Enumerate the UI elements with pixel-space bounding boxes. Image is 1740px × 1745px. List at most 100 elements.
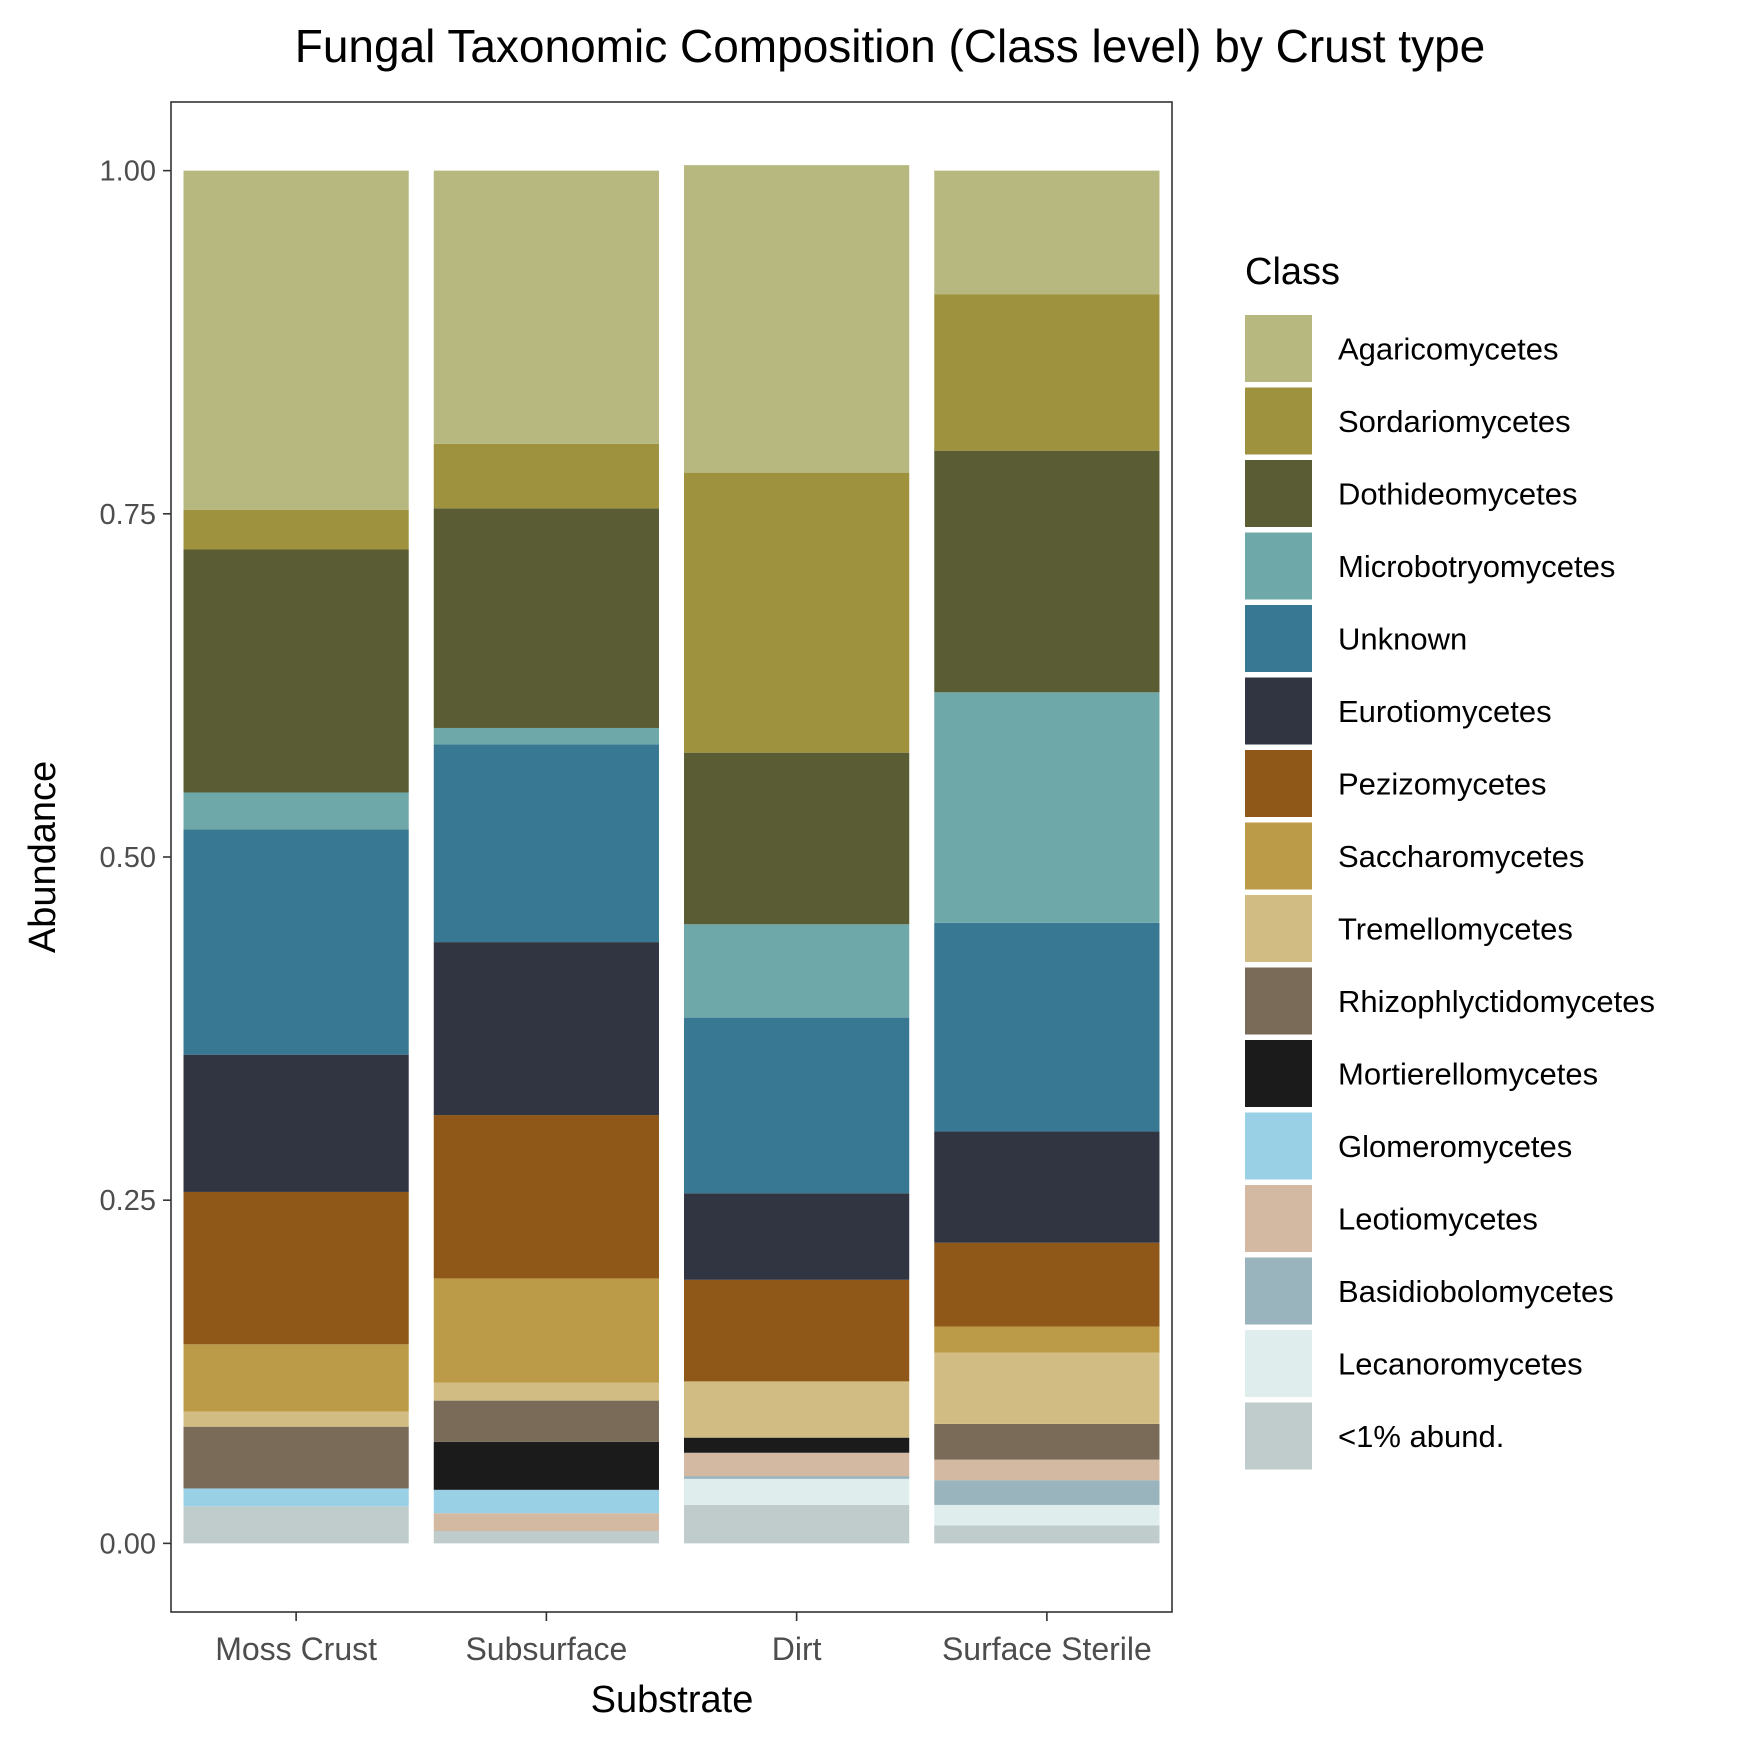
bar-stack-moss-crust bbox=[183, 170, 409, 1544]
bar-segment-agaricomycetes bbox=[934, 170, 1160, 295]
legend-label: Lecanoromycetes bbox=[1338, 1347, 1583, 1382]
legend-label: Leotiomycetes bbox=[1338, 1202, 1538, 1237]
legend-label: Rhizophlyctidomycetes bbox=[1338, 984, 1655, 1019]
y-tick-label: 0.25 bbox=[100, 1185, 156, 1217]
legend-item: Agaricomycetes bbox=[1245, 315, 1559, 382]
legend-label: Unknown bbox=[1338, 622, 1467, 657]
bar-segment--1-abund- bbox=[934, 1525, 1160, 1544]
bar-segment-dothideomycetes bbox=[934, 450, 1160, 693]
bar-stack-surface-sterile bbox=[934, 170, 1160, 1544]
bar-segment-dothideomycetes bbox=[183, 549, 409, 793]
bar-segment-leotiomycetes bbox=[433, 1513, 659, 1532]
legend-swatch bbox=[1245, 822, 1312, 890]
x-tick-label: Subsurface bbox=[465, 1631, 627, 1667]
bar-segment-saccharomycetes bbox=[934, 1326, 1160, 1353]
y-tick-label: 0.50 bbox=[100, 842, 156, 874]
bar-segment-lecanoromycetes bbox=[934, 1504, 1160, 1526]
bar-segment-eurotiomycetes bbox=[684, 1193, 910, 1280]
bar-segment-unknown bbox=[433, 744, 659, 943]
bar-segment-microbotryomycetes bbox=[433, 727, 659, 745]
bar-segment-saccharomycetes bbox=[183, 1344, 409, 1412]
legend-label: Dothideomycetes bbox=[1338, 477, 1578, 512]
legend-swatch bbox=[1245, 387, 1312, 455]
legend-swatch bbox=[1245, 750, 1312, 817]
bar-segment-dothideomycetes bbox=[684, 752, 910, 925]
legend-swatch bbox=[1245, 1040, 1312, 1107]
legend-swatch bbox=[1245, 460, 1312, 527]
bar-segment--1-abund- bbox=[183, 1506, 409, 1544]
bar-segment-tremellomycetes bbox=[183, 1411, 409, 1427]
legend-swatch bbox=[1245, 1330, 1312, 1397]
bar-segment-saccharomycetes bbox=[433, 1278, 659, 1383]
bar-segment-sordariomycetes bbox=[684, 472, 910, 753]
x-axis: Moss Crust Subsurface Dirt Surface Sterile bbox=[215, 1612, 1152, 1667]
legend-item: <1% abund. bbox=[1245, 1402, 1504, 1470]
bar-segment-rhizophlyctidomycetes bbox=[433, 1400, 659, 1442]
y-tick-label: 1.00 bbox=[100, 156, 156, 188]
chart-title: Fungal Taxonomic Composition (Class leve… bbox=[295, 20, 1486, 72]
bar-segment-glomeromycetes bbox=[433, 1489, 659, 1514]
bar-segment-agaricomycetes bbox=[183, 170, 409, 510]
bar-segment-pezizomycetes bbox=[433, 1115, 659, 1279]
legend-item: Glomeromycetes bbox=[1245, 1112, 1572, 1180]
legend-item: Sordariomycetes bbox=[1245, 387, 1571, 455]
legend-label: Microbotryomycetes bbox=[1338, 549, 1615, 584]
bar-stack-dirt bbox=[684, 165, 910, 1544]
legend-label: Eurotiomycetes bbox=[1338, 694, 1552, 729]
bar-segment-unknown bbox=[684, 1017, 910, 1194]
bar-segment-leotiomycetes bbox=[684, 1452, 910, 1477]
legend-swatch bbox=[1245, 315, 1312, 382]
x-tick-label: Dirt bbox=[772, 1631, 822, 1667]
x-tick-label: Moss Crust bbox=[215, 1631, 377, 1667]
x-axis-title: Substrate bbox=[591, 1679, 754, 1721]
legend-label: Agaricomycetes bbox=[1338, 332, 1559, 367]
bar-stack-subsurface bbox=[433, 170, 659, 1544]
bar-segment-sordariomycetes bbox=[934, 294, 1160, 451]
legend-swatch bbox=[1245, 1185, 1312, 1252]
legend-swatch bbox=[1245, 677, 1312, 745]
bar-segment-tremellomycetes bbox=[684, 1381, 910, 1438]
bar-segment-tremellomycetes bbox=[433, 1382, 659, 1401]
bar-segment-dothideomycetes bbox=[433, 508, 659, 728]
bar-segment-agaricomycetes bbox=[433, 170, 659, 444]
legend-label: Saccharomycetes bbox=[1338, 839, 1584, 874]
bar-segment-microbotryomycetes bbox=[934, 692, 1160, 923]
legend-swatch bbox=[1245, 532, 1312, 600]
bar-segment-rhizophlyctidomycetes bbox=[183, 1426, 409, 1489]
bar-segment-mortierellomycetes bbox=[684, 1437, 910, 1453]
legend-label: Pezizomycetes bbox=[1338, 767, 1546, 802]
legend-item: Dothideomycetes bbox=[1245, 460, 1578, 527]
bar-segment-sordariomycetes bbox=[433, 443, 659, 509]
bar-segment--1-abund- bbox=[684, 1504, 910, 1544]
bar-segment-eurotiomycetes bbox=[934, 1131, 1160, 1243]
legend-swatch bbox=[1245, 967, 1312, 1035]
bar-segment-leotiomycetes bbox=[934, 1459, 1160, 1481]
legend-label: Basidiobolomycetes bbox=[1338, 1274, 1614, 1309]
bar-segment-basidiobolomycetes bbox=[934, 1480, 1160, 1505]
bar-segment-pezizomycetes bbox=[183, 1191, 409, 1345]
legend-label: Mortierellomycetes bbox=[1338, 1057, 1598, 1092]
legend-label: Tremellomycetes bbox=[1338, 912, 1573, 947]
legend: Class Agaricomycetes Sordariomycetes Dothi… bbox=[1245, 251, 1655, 1470]
legend-item: Tremellomycetes bbox=[1245, 895, 1573, 962]
legend-item: Lecanoromycetes bbox=[1245, 1330, 1583, 1397]
bar-segment-unknown bbox=[183, 829, 409, 1055]
legend-label: <1% abund. bbox=[1338, 1419, 1504, 1454]
bar-segment-sordariomycetes bbox=[183, 509, 409, 550]
legend-item: Pezizomycetes bbox=[1245, 750, 1546, 817]
legend-swatch bbox=[1245, 1112, 1312, 1180]
bars-layer bbox=[183, 165, 1160, 1544]
legend-swatch bbox=[1245, 605, 1312, 672]
bar-segment-tremellomycetes bbox=[934, 1352, 1160, 1424]
legend-swatch bbox=[1245, 895, 1312, 962]
bar-segment-mortierellomycetes bbox=[433, 1441, 659, 1490]
bar-segment-lecanoromycetes bbox=[684, 1478, 910, 1505]
legend-label: Glomeromycetes bbox=[1338, 1129, 1572, 1164]
bar-segment-unknown bbox=[934, 922, 1160, 1132]
legend-title: Class bbox=[1245, 251, 1340, 293]
bar-segment--1-abund- bbox=[433, 1531, 659, 1544]
bar-segment-pezizomycetes bbox=[934, 1242, 1160, 1327]
y-axis-title: Abundance bbox=[22, 761, 64, 953]
legend-item: Saccharomycetes bbox=[1245, 822, 1584, 890]
